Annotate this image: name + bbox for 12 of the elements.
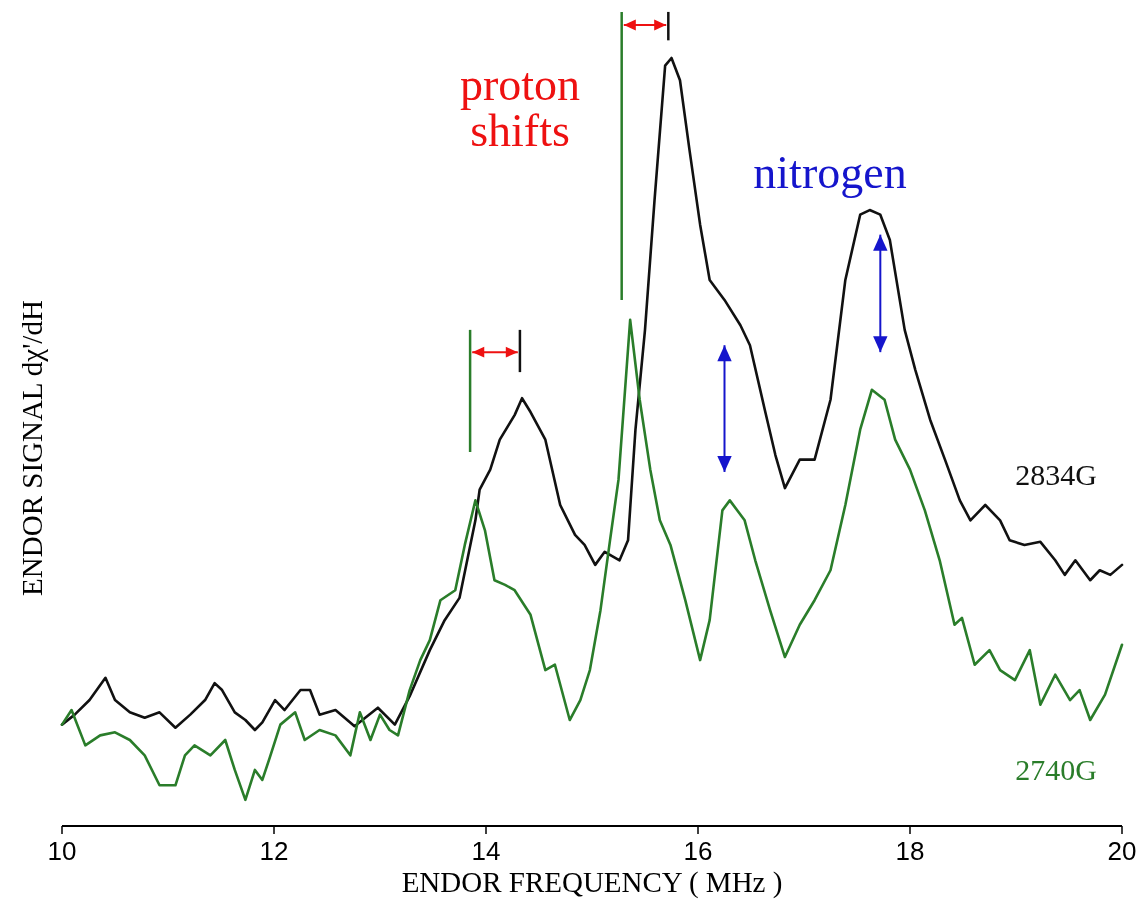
x-tick-label: 16 <box>683 836 713 866</box>
annotation: proton shifts <box>459 59 581 156</box>
x-tick-label: 12 <box>259 836 289 866</box>
y-axis-title: ENDOR SIGNAL dχ'/dH <box>16 300 48 596</box>
x-axis-title: ENDOR FREQUENCY ( MHz ) <box>401 866 783 899</box>
annotation: nitrogen <box>753 147 907 198</box>
x-tick-label: 20 <box>1107 836 1137 866</box>
x-tick-label: 10 <box>47 836 77 866</box>
series-label: 2834G <box>1015 457 1097 491</box>
series-label: 2740G <box>1015 752 1097 786</box>
x-tick-label: 14 <box>471 836 501 866</box>
x-tick-label: 18 <box>895 836 925 866</box>
